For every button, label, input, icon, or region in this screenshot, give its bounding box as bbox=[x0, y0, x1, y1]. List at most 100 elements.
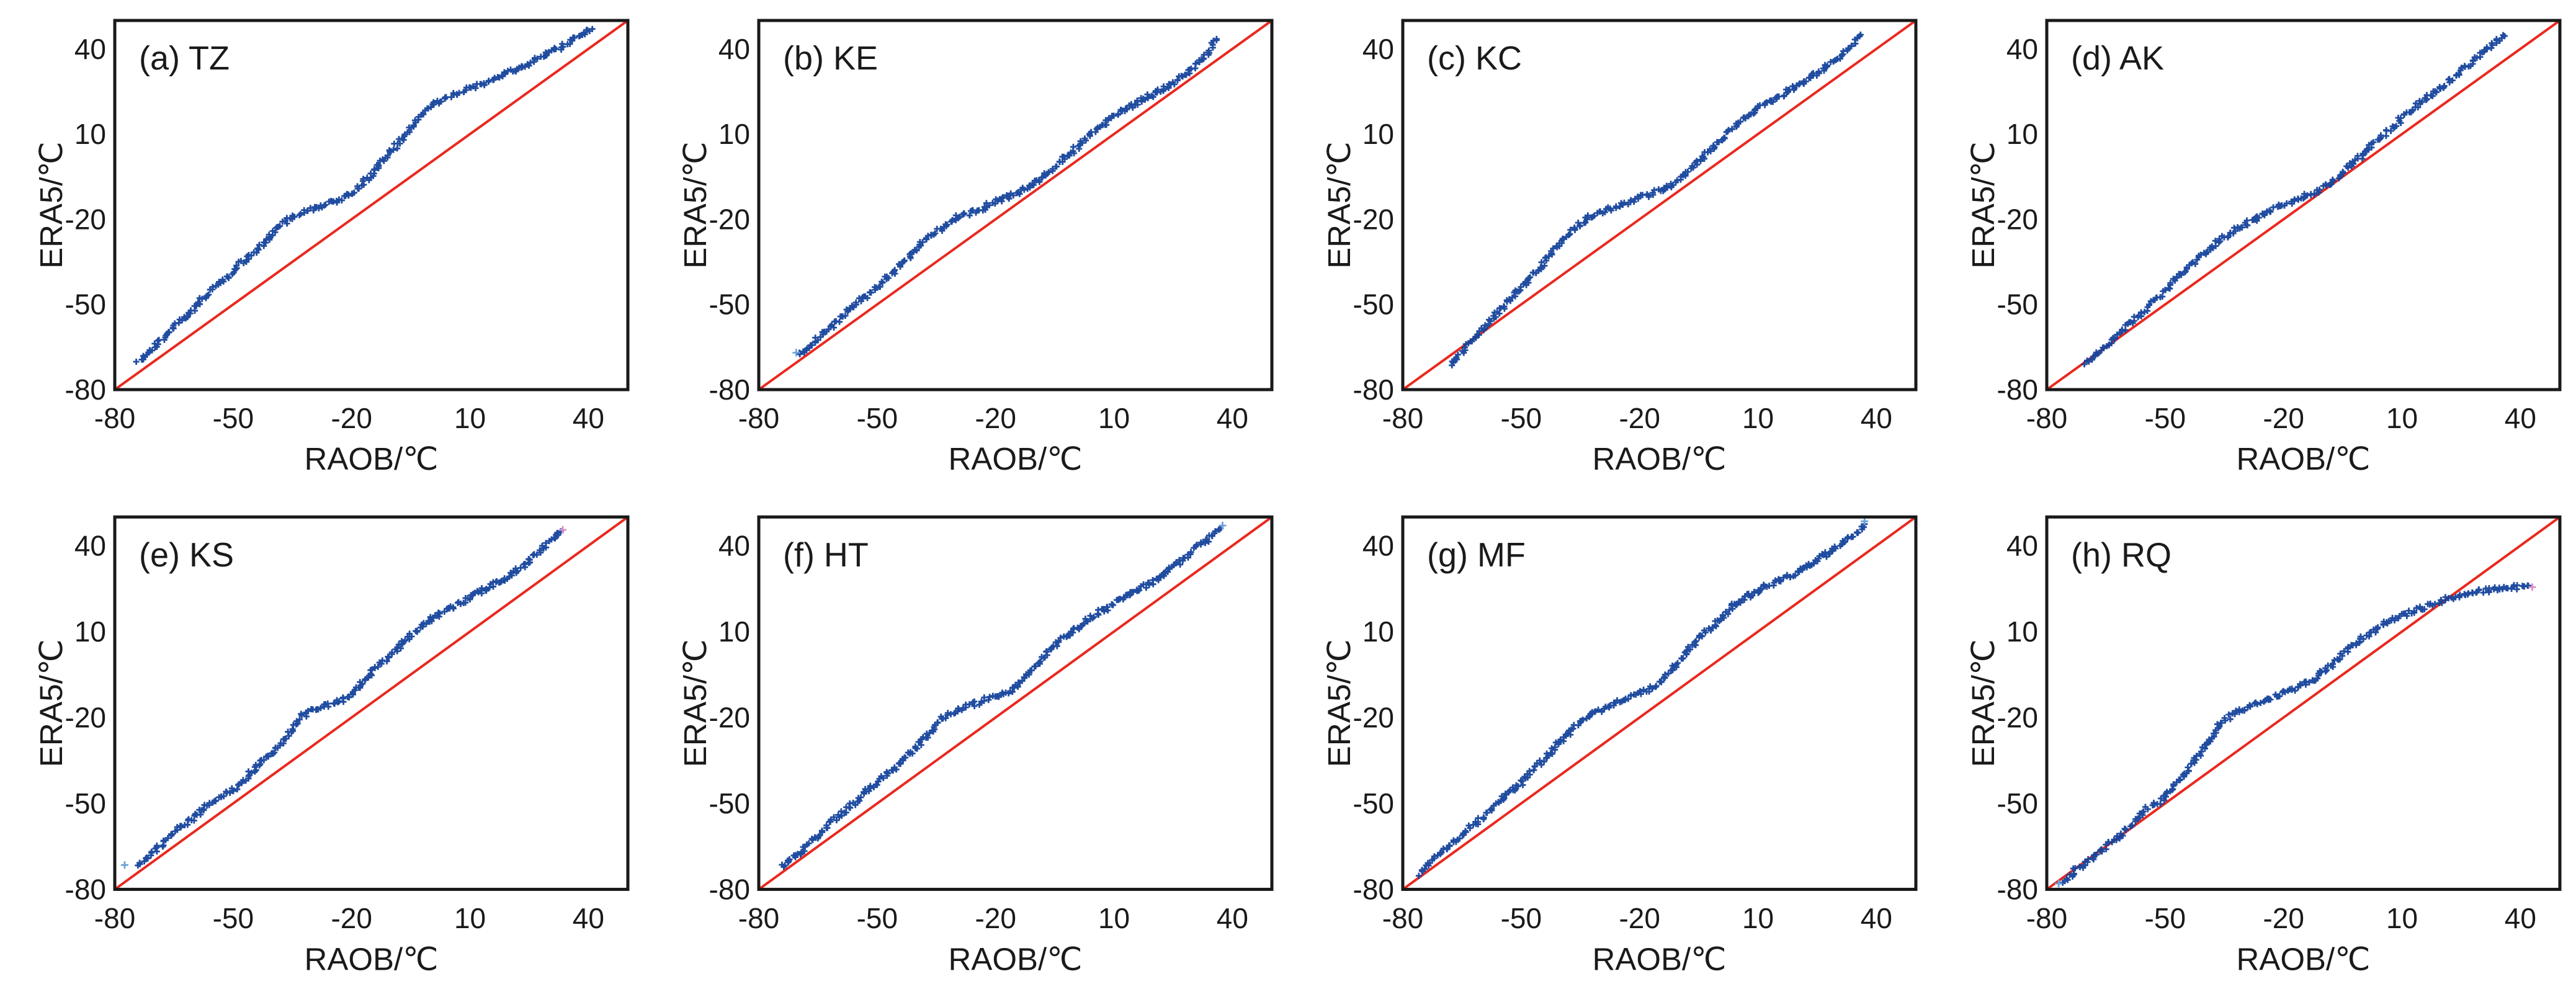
x-tick-label: -20 bbox=[975, 402, 1016, 434]
y-axis-title: ERA5/℃ bbox=[34, 639, 69, 767]
x-tick-label: -50 bbox=[213, 902, 254, 934]
y-tick-label: 10 bbox=[74, 615, 106, 648]
x-tick-label: -50 bbox=[857, 902, 898, 934]
y-tick-label: -80 bbox=[65, 373, 106, 406]
plot-frame bbox=[757, 515, 1274, 892]
y-tick-label: -80 bbox=[1353, 373, 1394, 406]
qq-panel-g-mf: -80 -50 -20 10 40 -80 -50 -20 10 40 RAOB/℃ ERA5/℃ (g… bbox=[1288, 496, 1932, 997]
one-to-one-line bbox=[758, 19, 1273, 391]
one-to-one-line bbox=[2046, 19, 2561, 391]
x-tick-label: 10 bbox=[454, 902, 486, 934]
y-tick-label: -50 bbox=[1353, 288, 1394, 321]
y-tick-label: 40 bbox=[718, 529, 750, 561]
stray-marker bbox=[559, 526, 566, 534]
x-tick-label: 10 bbox=[454, 402, 486, 434]
y-tick-label: -20 bbox=[1353, 701, 1394, 733]
y-tick-label: -80 bbox=[1997, 873, 2038, 905]
x-axis-title: RAOB/℃ bbox=[1593, 441, 1727, 476]
plot-frame bbox=[2045, 19, 2562, 391]
qq-scatter-markers bbox=[796, 35, 1220, 357]
y-axis-title: ERA5/℃ bbox=[1966, 639, 2001, 767]
x-tick-label: 10 bbox=[1098, 402, 1130, 434]
y-tick-label: -50 bbox=[1997, 288, 2038, 321]
qq-plot-svg: -80 -50 -20 10 40 -80 -50 -20 10 40 RAOB/℃ ERA5/℃ (e… bbox=[34, 515, 630, 977]
x-tick-label: -80 bbox=[1382, 902, 1423, 934]
y-axis-title: ERA5/℃ bbox=[678, 639, 713, 767]
y-tick-label: -50 bbox=[65, 787, 106, 820]
y-tick-label: -20 bbox=[65, 701, 106, 733]
y-tick-label: 10 bbox=[1362, 118, 1394, 150]
x-tick-label: -50 bbox=[1501, 902, 1542, 934]
y-axis-title: ERA5/℃ bbox=[1966, 141, 2001, 269]
y-tick-label: -50 bbox=[1353, 787, 1394, 820]
qq-panel-h-rq: -80 -50 -20 10 40 -80 -50 -20 10 40 RAOB/℃ ERA5/℃ (h… bbox=[1932, 496, 2576, 997]
x-tick-label: -80 bbox=[738, 902, 779, 934]
x-tick-label: 40 bbox=[1217, 902, 1248, 934]
x-tick-label: -50 bbox=[2145, 902, 2186, 934]
x-axis-title: RAOB/℃ bbox=[949, 441, 1083, 476]
x-tick-label: -80 bbox=[94, 402, 135, 434]
qq-scatter-markers bbox=[779, 525, 1224, 870]
one-to-one-line bbox=[114, 19, 629, 391]
y-tick-label: -20 bbox=[1997, 203, 2038, 235]
x-tick-label: -80 bbox=[1382, 402, 1423, 434]
y-tick-label: -20 bbox=[709, 701, 750, 733]
stray-marker bbox=[1219, 522, 1227, 530]
y-tick-label: -50 bbox=[709, 288, 750, 321]
x-tick-label: -20 bbox=[2263, 402, 2304, 434]
y-tick-label: 40 bbox=[718, 33, 750, 65]
x-axis-title: RAOB/℃ bbox=[949, 941, 1083, 977]
plot-frame bbox=[757, 19, 1274, 391]
one-to-one-line bbox=[1402, 516, 1917, 891]
x-tick-label: -20 bbox=[975, 902, 1016, 934]
y-tick-label: 10 bbox=[2006, 118, 2038, 150]
x-axis-title: RAOB/℃ bbox=[305, 941, 439, 977]
x-tick-label: -80 bbox=[94, 902, 135, 934]
plot-frame bbox=[2045, 515, 2562, 892]
y-tick-label: -20 bbox=[1997, 701, 2038, 733]
x-tick-label: 40 bbox=[2505, 902, 2536, 934]
y-tick-label: -80 bbox=[1997, 373, 2038, 406]
y-tick-label: 40 bbox=[74, 529, 106, 561]
y-tick-label: 10 bbox=[718, 615, 750, 648]
one-to-one-line bbox=[1402, 19, 1917, 391]
y-tick-label: 40 bbox=[1362, 529, 1394, 561]
x-tick-label: -20 bbox=[1619, 902, 1660, 934]
qq-plot-svg: -80 -50 -20 10 40 -80 -50 -20 10 40 RAOB/℃ ERA5/℃ (c… bbox=[1322, 19, 1918, 476]
qq-panel-d-ak: -80 -50 -20 10 40 -80 -50 -20 10 40 RAOB/℃ ERA5/℃ (d… bbox=[1932, 0, 2576, 496]
one-to-one-line bbox=[758, 516, 1273, 891]
x-tick-label: -50 bbox=[1501, 402, 1542, 434]
qq-plot-svg: -80 -50 -20 10 40 -80 -50 -20 10 40 RAOB/℃ ERA5/℃ (g… bbox=[1322, 515, 1918, 977]
x-tick-label: -20 bbox=[331, 902, 372, 934]
y-tick-label: -20 bbox=[709, 203, 750, 235]
x-tick-label: 40 bbox=[1861, 402, 1892, 434]
y-tick-label: 10 bbox=[718, 118, 750, 150]
x-tick-label: 40 bbox=[1217, 402, 1248, 434]
y-tick-label: -50 bbox=[709, 787, 750, 820]
qq-plot-svg: -80 -50 -20 10 40 -80 -50 -20 10 40 RAOB/℃ ERA5/℃ (h… bbox=[1966, 515, 2562, 977]
y-tick-label: -20 bbox=[1353, 203, 1394, 235]
qq-plot-svg: -80 -50 -20 10 40 -80 -50 -20 10 40 RAOB/℃ ERA5/℃ (b… bbox=[678, 19, 1274, 476]
x-tick-label: 10 bbox=[1742, 902, 1774, 934]
x-tick-label: 10 bbox=[1742, 402, 1774, 434]
x-axis-title: RAOB/℃ bbox=[2237, 941, 2371, 977]
y-tick-label: 40 bbox=[1362, 33, 1394, 65]
y-tick-label: -80 bbox=[709, 873, 750, 905]
y-tick-label: -50 bbox=[1997, 787, 2038, 820]
panel-label: (g) MF bbox=[1427, 537, 1526, 574]
panel-label: (h) RQ bbox=[2071, 537, 2171, 574]
y-axis-title: ERA5/℃ bbox=[1322, 639, 1357, 767]
plot-frame bbox=[113, 19, 630, 391]
plot-frame bbox=[1401, 515, 1918, 892]
x-tick-label: -80 bbox=[738, 402, 779, 434]
qq-panel-f-ht: -80 -50 -20 10 40 -80 -50 -20 10 40 RAOB/℃ ERA5/℃ (f… bbox=[644, 496, 1288, 997]
plot-frame bbox=[1401, 19, 1918, 391]
panel-label: (f) HT bbox=[783, 537, 869, 574]
x-tick-label: 10 bbox=[2386, 402, 2418, 434]
x-tick-label: -80 bbox=[2026, 902, 2067, 934]
y-tick-label: 10 bbox=[1362, 615, 1394, 648]
stray-marker bbox=[792, 349, 800, 357]
stray-marker bbox=[2528, 583, 2536, 591]
x-tick-label: 40 bbox=[1861, 902, 1892, 934]
